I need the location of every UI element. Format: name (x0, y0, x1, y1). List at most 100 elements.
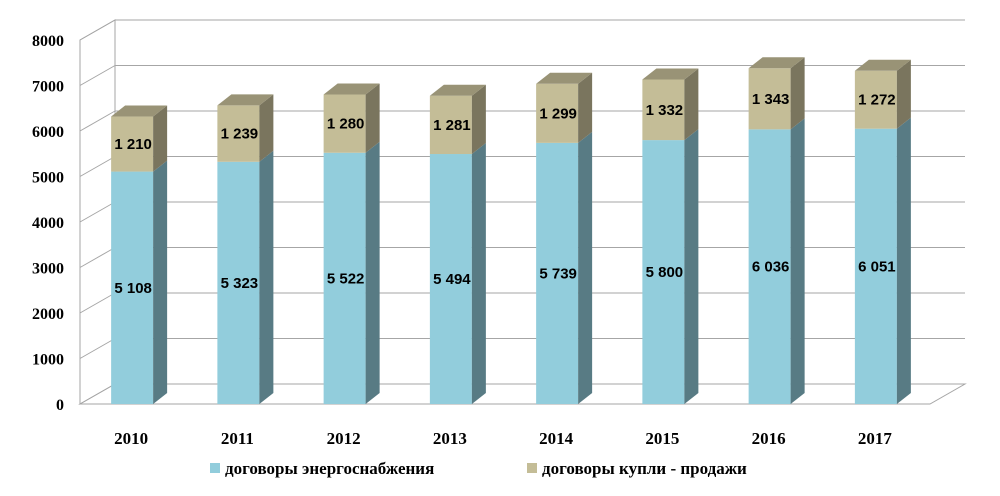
bar-segment: 1 343 (748, 57, 805, 130)
bar-front (111, 171, 154, 404)
bar-top (323, 83, 380, 95)
bar-segment: 1 299 (536, 72, 593, 143)
y-tick-label: 0 (56, 397, 64, 414)
gridline-side (79, 156, 116, 177)
y-axis-tick-labels: 0 1000 2000 3000 4000 5000 6000 7000 8000 (32, 33, 64, 414)
x-tick-label: 2013 (433, 429, 467, 448)
bar-front (111, 116, 154, 172)
bar-segment: 1 281 (429, 84, 486, 155)
x-tick-label: 2012 (327, 429, 361, 448)
bar-top (111, 105, 168, 117)
bar-side (896, 117, 911, 404)
x-axis-tick-labels: 2010 2011 2012 2013 2014 2015 2016 2017 (114, 429, 892, 448)
bar-top (217, 94, 274, 106)
bar-segment: 6 036 (748, 118, 805, 404)
data-label: 6 036 (752, 259, 790, 276)
data-label: 1 343 (752, 91, 790, 108)
gridlines (79, 19, 965, 359)
legend-swatch-energy (210, 463, 220, 473)
gridline-side (79, 247, 116, 268)
data-label: 1 239 (221, 126, 259, 143)
gridline-side (79, 65, 116, 86)
bar-front (854, 128, 897, 404)
bar-front (748, 129, 791, 404)
legend: договоры энергоснабжения договоры купли … (210, 459, 747, 478)
bar-segment: 1 332 (642, 68, 699, 141)
y-tick-label: 4000 (32, 215, 64, 232)
data-label: 5 108 (114, 280, 152, 297)
bar-side (365, 83, 380, 153)
y-tick-label: 8000 (32, 33, 64, 50)
data-label: 1 332 (646, 102, 684, 119)
bar-side (365, 141, 380, 404)
chart-walls (78, 19, 967, 405)
bar-top (748, 57, 805, 69)
y-tick-label: 2000 (32, 306, 64, 323)
data-label: 6 051 (858, 258, 896, 275)
bars: 5 108 1 210 5 323 1 239 5 522 1 280 5 494 1 281… (111, 57, 911, 405)
bar-segment: 5 800 (642, 129, 699, 404)
gridline-side (79, 338, 116, 359)
bar-segment: 5 739 (536, 131, 593, 405)
bar-segment: 1 210 (111, 105, 168, 172)
bar-side (684, 129, 699, 404)
bar-segment: 5 323 (217, 150, 274, 404)
bar-segment: 6 051 (854, 117, 911, 404)
bar-front (642, 79, 685, 141)
bar-front (429, 154, 472, 404)
bar-front (536, 83, 579, 143)
data-label: 1 210 (114, 136, 152, 153)
bar-segment: 1 280 (323, 83, 380, 153)
x-tick-label: 2015 (645, 429, 679, 448)
bar-front (323, 152, 366, 404)
bar-side (471, 84, 486, 155)
bar-segment: 5 108 (111, 160, 168, 404)
bar-front (748, 68, 791, 130)
bar-front (429, 95, 472, 155)
data-label: 5 739 (539, 265, 577, 282)
bar-front (642, 140, 685, 404)
bar-side (471, 143, 486, 404)
bar-side (153, 160, 168, 404)
data-label: 1 299 (539, 105, 577, 122)
data-label: 1 280 (327, 116, 365, 133)
floor (78, 383, 967, 405)
bar-side (790, 57, 805, 130)
bar-segment: 1 239 (217, 94, 274, 162)
bar-front (217, 161, 260, 404)
y-tick-label: 6000 (32, 124, 64, 141)
bar-side (578, 72, 593, 143)
data-label: 5 522 (327, 270, 365, 287)
bar-segment: 5 494 (429, 143, 486, 404)
x-tick-label: 2010 (114, 429, 148, 448)
gridline-side (79, 110, 116, 132)
bar-side (578, 131, 593, 405)
data-label: 1 272 (858, 92, 896, 109)
bar-top (642, 68, 699, 80)
bar-front (217, 105, 260, 162)
bar-top (536, 72, 593, 84)
x-tick-label: 2016 (752, 429, 786, 448)
y-tick-label: 7000 (32, 79, 64, 96)
data-label: 1 281 (433, 117, 471, 134)
bar-side (153, 105, 168, 172)
bar-segment: 5 522 (323, 141, 380, 404)
bar-segment: 1 272 (854, 59, 911, 129)
bar-top (854, 59, 911, 71)
gridline-side (79, 292, 116, 314)
y-tick-label: 3000 (32, 261, 64, 278)
data-label: 5 494 (433, 271, 471, 288)
bar-side (684, 68, 699, 141)
bar-front (323, 94, 366, 153)
gridline-side (79, 19, 116, 41)
y-tick-label: 5000 (32, 170, 64, 187)
bar-side (896, 59, 911, 129)
legend-swatch-sales (527, 463, 537, 473)
x-tick-label: 2017 (858, 429, 893, 448)
bar-side (259, 150, 274, 404)
legend-label-energy: договоры энергоснабжения (225, 459, 434, 478)
x-tick-label: 2014 (539, 429, 574, 448)
bar-side (790, 118, 805, 404)
y-tick-label: 1000 (32, 352, 64, 369)
